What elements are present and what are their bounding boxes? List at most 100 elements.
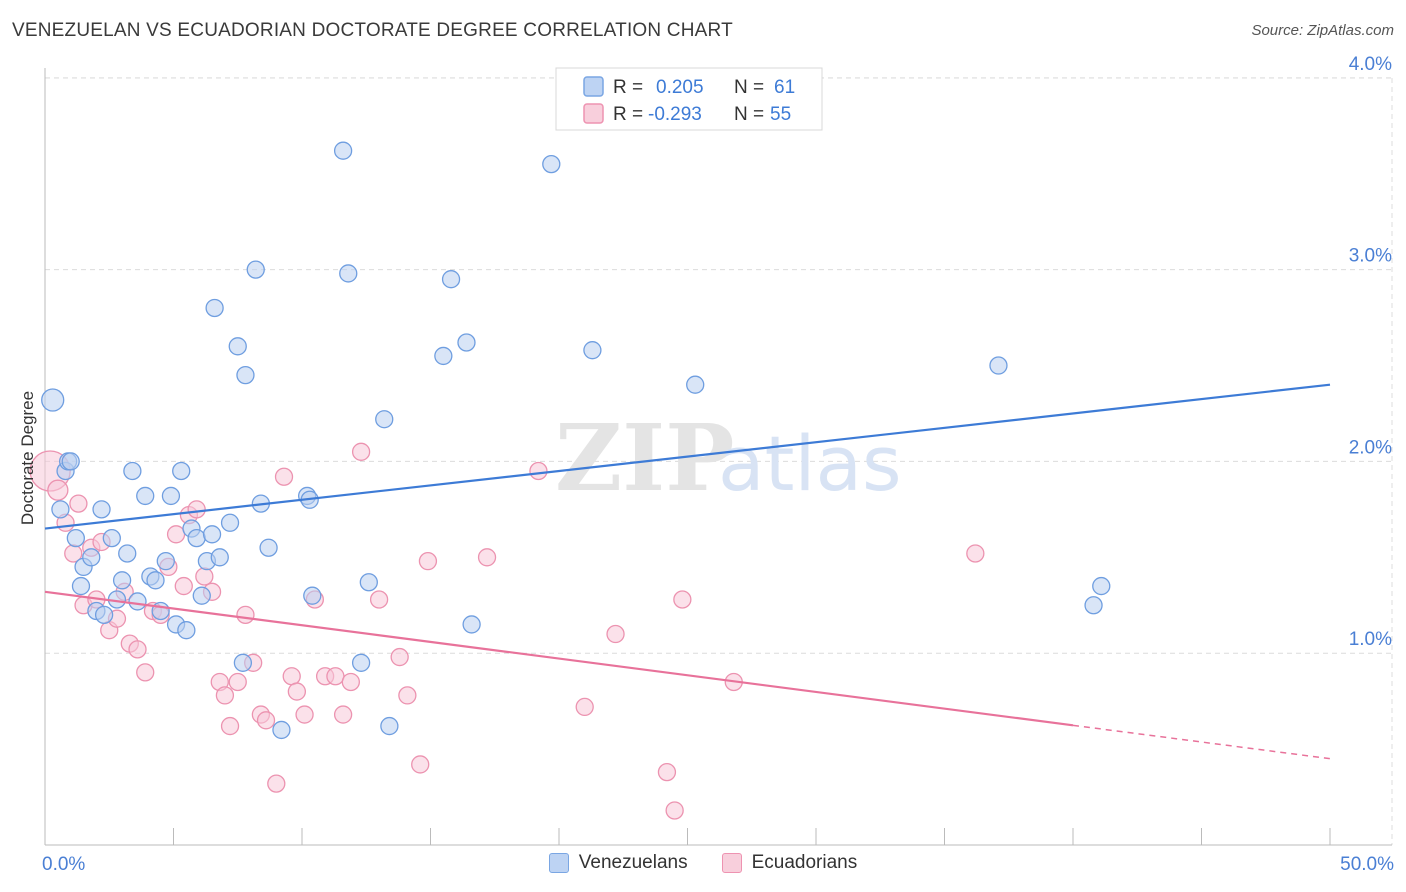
venezuelan-point-23 (161, 486, 181, 506)
venezuelan-point-28 (187, 528, 206, 548)
chart-title: VENEZUELAN VS ECUADORIAN DOCTORATE DEGRE… (12, 20, 733, 41)
venezuelans-points (41, 141, 1111, 740)
ecuadorian-point-26 (220, 716, 240, 736)
venezuelan-point-45 (333, 141, 353, 160)
ecuadorian-point-56 (966, 544, 985, 563)
ecuadorian-point-52 (657, 762, 677, 782)
venezuelan-point-1 (51, 500, 70, 519)
venezuelan-point-12 (102, 528, 121, 548)
ecuadorian-point-33 (274, 467, 294, 486)
venezuelans-trend-line (44, 383, 1331, 530)
venezuelans-swatch (548, 853, 569, 873)
legend-blue-swatch (583, 76, 604, 97)
venezuelan-point-44 (303, 586, 322, 605)
venezuelan-point-46 (339, 264, 358, 283)
legend-r-label-1: R = (613, 77, 643, 98)
venezuelan-point-20 (146, 571, 165, 590)
ecuadorians-label: Ecuadorians (751, 852, 858, 873)
legend-r-value-2: -0.293 (648, 104, 702, 125)
legend-n-label-2: N = (734, 104, 764, 125)
legend-bottom: Venezuelans Ecuadorians (0, 852, 1406, 874)
venezuelan-point-37 (236, 365, 255, 385)
legend-item-venezuelans: Venezuelans (548, 852, 688, 874)
ecuadorian-point-32 (267, 774, 286, 793)
ecuadorian-point-25 (215, 686, 235, 705)
venezuelan-point-22 (156, 551, 175, 571)
legend-top: R = 0.205 N = 61 R = -0.293 N = 55 (555, 67, 823, 131)
venezuelan-point-5 (66, 528, 85, 548)
venezuelan-point-8 (82, 548, 101, 567)
venezuelan-point-58 (989, 356, 1008, 375)
y-tick-label-1: 2.0% (1349, 437, 1392, 458)
venezuelan-point-11 (94, 605, 114, 624)
ecuadorian-point-27 (228, 672, 247, 692)
legend-r-label-2: R = (613, 104, 643, 125)
venezuelan-point-26 (177, 621, 196, 640)
venezuelan-point-54 (462, 615, 481, 634)
ecuadorian-point-13 (128, 640, 147, 659)
venezuelan-point-32 (205, 298, 224, 318)
venezuelan-point-0 (41, 388, 65, 412)
legend-n-value-1: 61 (774, 77, 795, 98)
ecuadorian-point-22 (195, 567, 214, 586)
venezuelan-point-55 (542, 154, 561, 174)
ecuadorian-point-18 (166, 525, 186, 544)
venezuelans-label: Venezuelans (578, 852, 688, 873)
ecuadorian-point-35 (287, 682, 307, 701)
ecuadorian-point-34 (282, 667, 301, 686)
legend-pink-swatch (583, 103, 604, 124)
venezuelan-point-16 (123, 461, 142, 481)
ecuadorian-point-51 (606, 624, 625, 644)
ecuadorians-swatch (721, 853, 742, 873)
venezuelan-point-60 (1092, 576, 1111, 596)
y-tick-label-0: 1.0% (1349, 629, 1392, 650)
venezuelan-point-29 (192, 586, 211, 605)
venezuelan-point-50 (375, 410, 394, 429)
venezuelan-point-18 (136, 486, 155, 506)
venezuelan-point-10 (92, 500, 111, 519)
grid-layer (45, 77, 1393, 845)
venezuelan-point-15 (118, 544, 137, 563)
ecuadorian-point-46 (411, 755, 430, 774)
y-axis-label: Doctorate Degree (18, 391, 37, 525)
ecuadorian-point-14 (136, 663, 155, 682)
ecuadorian-point-41 (341, 672, 360, 692)
x-tick-label-max: 50.0% (1340, 854, 1394, 875)
ecuadorian-point-4 (69, 494, 88, 513)
ecuadorian-point-31 (256, 711, 276, 730)
venezuelan-point-57 (686, 375, 705, 394)
venezuelan-point-52 (441, 270, 461, 289)
venezuelan-point-47 (351, 653, 371, 672)
legend-item-ecuadorians: Ecuadorians (721, 852, 858, 874)
venezuelan-point-35 (228, 337, 247, 356)
legend-n-label-1: N = (734, 77, 764, 98)
venezuelan-point-51 (434, 346, 453, 366)
watermark-atlas: atlas (718, 419, 902, 508)
ecuadorian-point-53 (673, 590, 692, 609)
ecuadorian-point-49 (529, 461, 548, 481)
ecuadorian-point-43 (369, 590, 389, 609)
x-tick-label-min: 0.0% (42, 854, 85, 875)
ecuadorian-point-45 (398, 686, 417, 705)
legend-r-value-1: 0.205 (656, 77, 704, 98)
ecuadorian-point-40 (333, 705, 353, 724)
venezuelan-point-56 (583, 341, 602, 360)
ecuadorian-point-19 (174, 576, 193, 596)
venezuelan-point-25 (172, 461, 191, 481)
legend-n-value-2: 55 (770, 104, 791, 125)
venezuelan-point-6 (71, 576, 91, 596)
ecuadorian-point-36 (295, 705, 314, 724)
venezuelan-point-53 (457, 333, 476, 352)
ecuadorian-point-54 (665, 801, 684, 820)
y-tick-label-3: 4.0% (1349, 54, 1392, 75)
ecuadorians-trend-line (44, 590, 1074, 727)
venezuelan-point-4 (61, 452, 80, 471)
venezuelan-point-49 (380, 716, 399, 736)
ecuadorian-point-39 (326, 667, 345, 686)
y-tick-label-2: 3.0% (1349, 246, 1392, 267)
venezuelan-point-48 (359, 573, 378, 592)
ecuadorian-point-50 (575, 697, 594, 717)
trend-lines (44, 383, 1331, 760)
ecuadorian-point-42 (351, 442, 371, 461)
